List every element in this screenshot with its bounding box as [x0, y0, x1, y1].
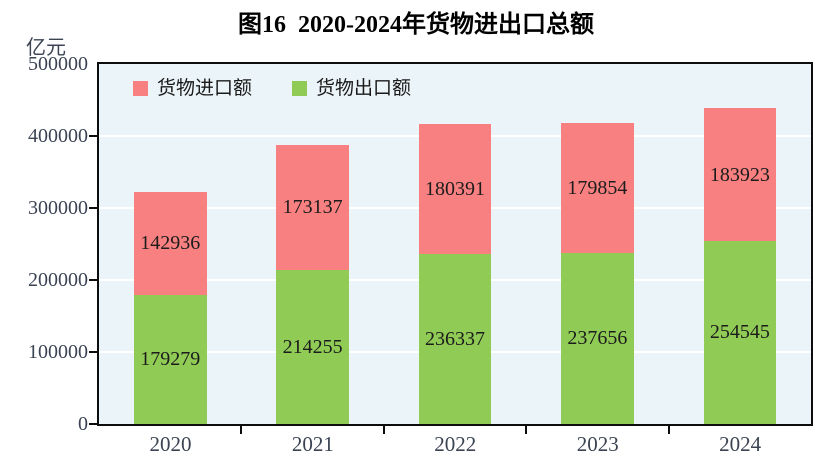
bar-stack: 180391 236337: [418, 123, 492, 424]
legend-swatch: [133, 81, 148, 96]
bar-value-label: 237656: [567, 327, 628, 350]
x-axis-tick-mark: [667, 426, 670, 434]
y-axis-tick-mark: [89, 279, 97, 281]
bar-segment-import: 180391: [418, 123, 492, 254]
chart-title: 图16 2020-2024年货物进出口总额: [238, 12, 594, 38]
bar-value-label: 142936: [140, 232, 201, 255]
y-axis-tick-label: 400000: [28, 125, 88, 147]
bar-value-label: 180391: [425, 177, 485, 200]
x-axis-tick-mark: [525, 426, 528, 434]
bar-segment-export: 254545: [703, 240, 777, 424]
legend-label: 货物进口额: [157, 78, 253, 99]
bar-segment-export: 214255: [276, 269, 349, 424]
x-axis-tick-mark: [240, 426, 243, 434]
y-axis-tick-mark: [89, 207, 97, 209]
x-axis-category-label: 2020: [149, 432, 192, 456]
x-axis-category-label: 2021: [291, 432, 334, 456]
bar-value-label: 173137: [282, 196, 343, 219]
y-axis-tick-mark: [89, 423, 97, 425]
y-axis-tick-label: 100000: [28, 341, 88, 363]
y-axis-tick-label: 300000: [28, 197, 88, 219]
bar-column: 173137 214255: [241, 64, 383, 424]
bar-stack: 173137 214255: [276, 145, 349, 424]
y-axis-tick-mark: [89, 135, 97, 137]
bar-value-label: 214255: [282, 335, 343, 358]
legend: 货物进口额 货物出口额: [133, 79, 411, 98]
bar-value-label: 254545: [709, 321, 770, 344]
bar-stack: 183923 254545: [703, 108, 777, 424]
legend-item-import: 货物进口额: [133, 79, 252, 98]
bar-segment-import: 142936: [133, 192, 207, 295]
x-axis-category-label: 2024: [719, 432, 762, 456]
bar-column: 180391 236337: [384, 64, 526, 424]
x-axis-tick-mark: [382, 426, 385, 434]
y-axis-unit-label: 亿元: [26, 37, 66, 59]
bar-segment-export: 237656: [561, 252, 634, 424]
y-axis-tick-mark: [89, 351, 97, 353]
bar-columns: 142936 179279 173137 214255 180391 236337 1798…: [99, 64, 811, 424]
bar-value-label: 236337: [425, 327, 485, 350]
plot-area: 142936 179279 173137 214255 180391 236337 1798…: [97, 62, 813, 426]
legend-item-export: 货物出口额: [292, 79, 411, 98]
x-axis-category-label: 2023: [576, 432, 619, 456]
bar-value-label: 183923: [709, 163, 770, 186]
bar-segment-import: 173137: [276, 145, 349, 270]
bar-stack: 179854 237656: [561, 123, 634, 424]
bar-value-label: 179279: [140, 348, 201, 371]
bar-segment-import: 179854: [561, 123, 634, 253]
y-axis-tick-label: 0: [78, 413, 88, 435]
bar-column: 179854 237656: [526, 64, 668, 424]
bar-value-label: 179854: [567, 177, 628, 200]
bar-segment-export: 236337: [418, 253, 492, 424]
x-axis-category-label: 2022: [434, 432, 477, 456]
legend-swatch: [292, 81, 308, 96]
legend-label: 货物出口额: [316, 78, 412, 99]
y-axis-tick-label: 200000: [28, 269, 88, 291]
bar-column: 142936 179279: [99, 64, 241, 424]
bar-column: 183923 254545: [669, 64, 811, 424]
bar-segment-import: 183923: [703, 108, 777, 241]
y-axis-tick-label: 500000: [28, 53, 88, 75]
bar-segment-export: 179279: [133, 294, 207, 424]
bar-stack: 142936 179279: [133, 192, 207, 424]
